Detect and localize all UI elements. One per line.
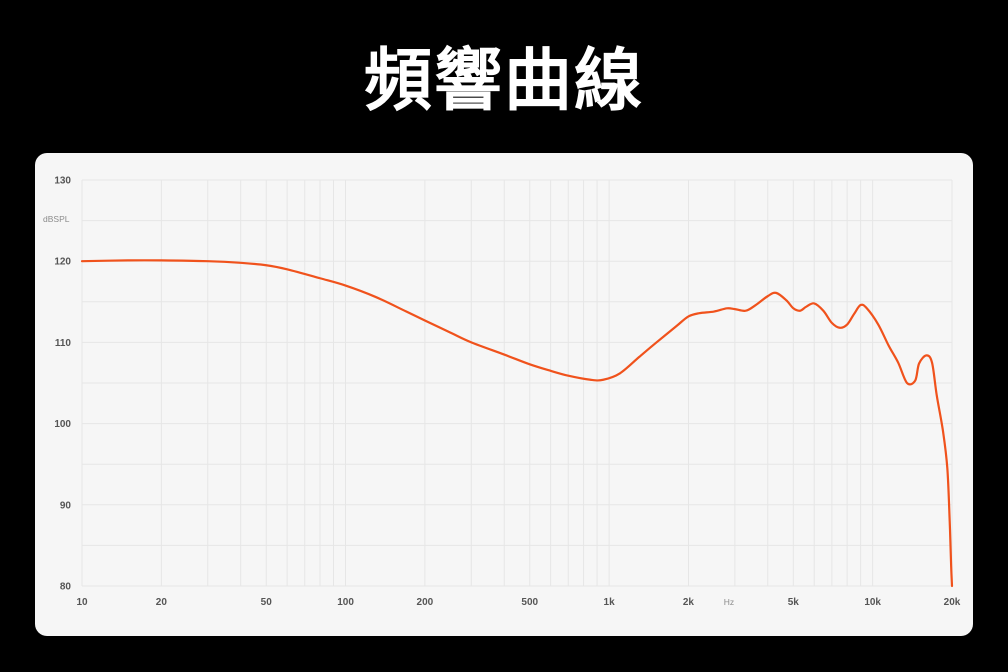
page-title: 頻響曲線 [363, 42, 644, 121]
axes: dBSPL Hz 10 20 50 100 200 500 1k 2k 5k 10k 20k 80 90… [43, 176, 961, 609]
series-line [80, 259, 954, 588]
y-tick-label: 100 [54, 419, 71, 430]
x-tick-label: 100 [337, 597, 354, 608]
y-tick-label: 90 [60, 500, 72, 511]
x-tick-label: 1k [604, 597, 616, 608]
y-tick-label: 120 [54, 257, 71, 268]
x-tick-label: 20 [156, 597, 168, 608]
series [80, 259, 954, 588]
x-tick-label: 5k [788, 597, 800, 608]
x-tick-label: 50 [261, 597, 273, 608]
x-axis-unit-label: Hz [724, 597, 734, 607]
frequency-response-chart: dBSPL Hz 10 20 50 100 200 500 1k 2k 5k 10k 20k 80 90… [43, 176, 961, 609]
y-tick-label: 130 [54, 176, 71, 187]
x-tick-label: 20k [944, 597, 961, 608]
x-tick-label: 200 [417, 597, 434, 608]
y-tick-label: 110 [55, 338, 72, 349]
x-tick-label: 500 [521, 597, 538, 608]
x-tick-label: 10 [76, 597, 88, 608]
grid [81, 179, 953, 587]
x-tick-label: 10k [864, 597, 881, 608]
y-axis-unit-label: dBSPL [43, 214, 70, 224]
chart-panel: dBSPL Hz 10 20 50 100 200 500 1k 2k 5k 10k 20k 80 90… [35, 153, 973, 636]
x-tick-label: 2k [683, 597, 695, 608]
y-tick-label: 80 [60, 582, 72, 593]
